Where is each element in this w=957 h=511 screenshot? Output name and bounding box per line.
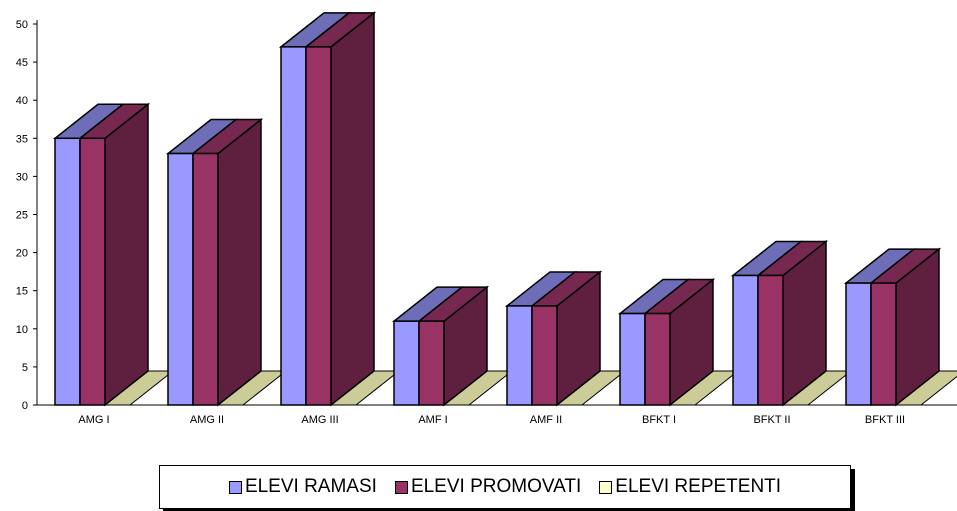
legend-label-1: ELEVI PROMOVATI [410,476,582,497]
y-tick-label-9: 45 [16,57,28,69]
x-tick-label-3: AMF I [418,414,447,426]
x-tick-label-7: BFKT III [865,414,905,426]
x-tick-label-0: AMG I [78,414,109,426]
bar-3-0 [393,320,420,406]
x-tick-label-6: BFKT II [753,414,790,426]
legend-swatch-2 [599,480,613,494]
legend-item-1: ELEVI PROMOVATI [394,476,582,498]
bar-5-0 [619,312,646,406]
bar-6-0 [732,274,759,406]
chart-bars [52,11,942,407]
y-tick-label-8: 40 [16,95,28,107]
bar-2-1 [305,46,332,406]
y-tick-label-10: 50 [16,19,28,31]
bar-1-0 [167,152,194,406]
y-tick-label-1: 5 [22,362,28,374]
x-tick-label-2: AMG III [301,414,338,426]
bar-2-0 [280,46,307,406]
y-tick-label-3: 15 [16,286,28,298]
y-tick-label-4: 20 [16,248,28,260]
bar-side-2 [330,11,375,407]
bar-side-0 [104,102,149,407]
y-tick-label-5: 25 [16,210,28,222]
legend-swatch-0 [228,480,242,494]
bar-1-1 [192,152,219,406]
bar-7-0 [845,282,872,406]
bar-7-1 [870,282,897,406]
legend-item-0: ELEVI RAMASI [228,476,377,498]
y-tick-label-7: 35 [16,133,28,145]
bar-4-1 [531,305,558,406]
bar-5-1 [644,312,671,406]
y-tick-label-2: 10 [16,324,28,336]
y-tick-label-6: 30 [16,171,28,183]
x-tick-label-1: AMG II [190,414,224,426]
y-axis: 0 5 10 15 20 25 30 35 40 45 50 [16,19,957,412]
x-axis-labels: AMG I AMG II AMG III AMF I AMF II BFKT I BFKT … [78,414,905,426]
bar-6-1 [757,274,784,406]
bar-0-1 [79,137,106,406]
bar-4-0 [506,305,533,406]
legend-item-2: ELEVI REPETENTI [599,476,781,498]
legend-swatch-1 [394,480,408,494]
y-tick-label-0: 0 [22,400,28,412]
bar-side-1 [217,117,262,407]
bar-3-1 [418,320,445,406]
legend-label-2: ELEVI REPETENTI [615,476,782,497]
x-tick-label-4: AMF II [530,414,562,426]
bar-0-0 [54,137,81,406]
legend-label-0: ELEVI RAMASI [244,476,377,497]
x-tick-label-5: BFKT I [642,414,676,426]
legend: ELEVI RAMASI ELEVI PROMOVATI ELEVI REPET… [159,465,851,509]
